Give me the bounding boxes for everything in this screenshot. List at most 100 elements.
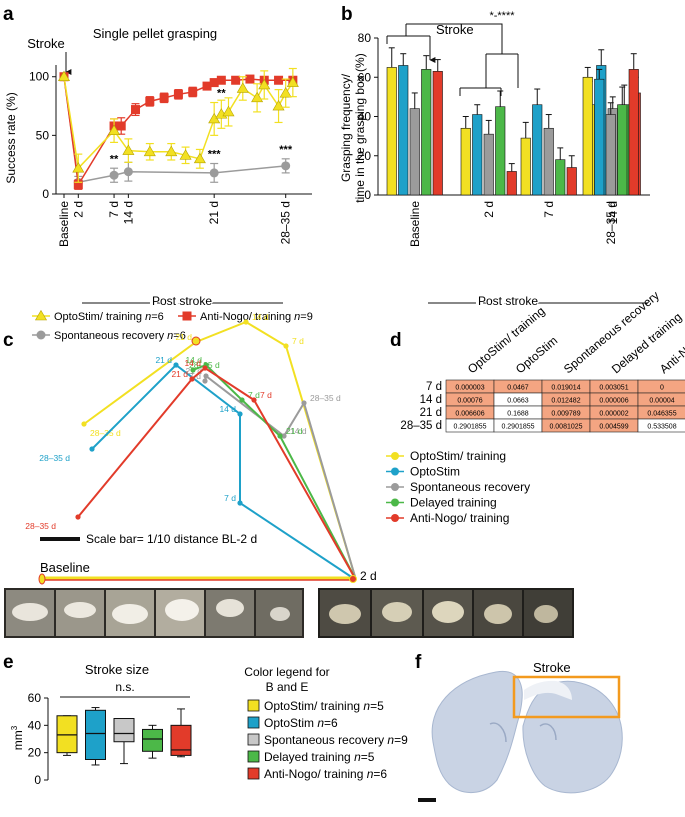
paw-shape bbox=[12, 603, 48, 621]
legend-name: Anti-Nogo/ training bbox=[264, 767, 367, 781]
legend-count: =5 bbox=[370, 699, 384, 713]
y-tick-label: 50 bbox=[36, 128, 50, 142]
panel-b-stroke-label: Stroke bbox=[436, 22, 474, 37]
data-point bbox=[281, 161, 291, 171]
legend-label: OptoStim/ training n=6 bbox=[54, 311, 164, 323]
data-point bbox=[36, 330, 46, 340]
legend-label: Spontaneous recovery bbox=[410, 480, 530, 494]
panel-f-stroke-label: Stroke bbox=[533, 660, 571, 675]
panel-a: a Single pellet grasping Stroke Success … bbox=[3, 4, 313, 342]
paw-shape bbox=[329, 604, 361, 624]
bar-Spontaneous recovery bbox=[409, 92, 420, 196]
bar-OptoStim bbox=[594, 68, 605, 196]
legend-label: OptoStim/ training n=5 bbox=[264, 699, 384, 713]
panel-c-frames-baseline bbox=[4, 588, 304, 638]
paw-shape bbox=[270, 607, 290, 621]
cell-value: 0.2901855 bbox=[453, 424, 486, 431]
box bbox=[56, 715, 78, 754]
legend-swatch bbox=[247, 699, 260, 712]
box-OptoStim/ training bbox=[56, 715, 78, 756]
legend-count: =6 bbox=[324, 716, 338, 730]
bar bbox=[472, 114, 483, 196]
box bbox=[170, 724, 192, 756]
legend-n: n bbox=[354, 750, 361, 764]
panel-b-sig-stars: *-**** bbox=[489, 10, 515, 22]
panel-a-axes: 0 50 100 Baseline 2 d 7 d 14 d 21 d 28–35 d bbox=[29, 65, 312, 247]
panel-c-scale-label: Scale bar= 1/10 distance BL-2 d bbox=[86, 532, 257, 546]
bar-Anti-Nogo/ training bbox=[628, 53, 639, 196]
panel-e-axes: 0 20 40 60 bbox=[28, 691, 49, 787]
legend-count: =9 bbox=[394, 733, 408, 747]
legend-marker bbox=[391, 483, 399, 491]
trajectory-label: 14 d bbox=[252, 312, 269, 322]
trajectory-point bbox=[251, 397, 257, 403]
data-point bbox=[188, 87, 198, 97]
trajectory-Delayed training: 21 d7 d14 d28–35 d bbox=[185, 355, 357, 581]
trajectory-point bbox=[239, 397, 245, 403]
legend-label: Delayed training bbox=[410, 496, 497, 510]
panel-e-letter: e bbox=[3, 652, 14, 673]
data-point bbox=[251, 91, 264, 103]
panel-b-significance: *-**** Stroke bbox=[386, 10, 519, 96]
y-tick-label: 100 bbox=[29, 70, 49, 84]
legend-count: =9 bbox=[300, 311, 313, 323]
bar-OptoStim/ training bbox=[520, 121, 531, 196]
y-tick-label: 0 bbox=[364, 188, 371, 202]
bar bbox=[582, 76, 593, 196]
panel-b-ylabel-2: time in the grasping box (%) bbox=[353, 53, 367, 202]
series-OptoStim/ training bbox=[57, 67, 299, 183]
panel-b-sig-bracket-left bbox=[386, 23, 503, 54]
cell-value: 0.0081025 bbox=[549, 424, 582, 431]
cell-value: 0.012482 bbox=[551, 398, 580, 405]
data-point bbox=[34, 309, 48, 321]
bar-OptoStim/ training bbox=[460, 116, 471, 196]
trajectory-label: 7 d bbox=[224, 493, 236, 503]
data-point bbox=[274, 75, 284, 85]
bar-OptoStim bbox=[532, 88, 543, 196]
panel-c-plot: 7 d14 d21 d28–35 d7 d14 d21 d28–35 d28–3… bbox=[25, 312, 357, 585]
bar-Delayed training bbox=[617, 86, 628, 196]
panel-e-legend-title-1: Color legend for bbox=[244, 665, 329, 679]
panel-a-letter: a bbox=[3, 4, 14, 25]
paw-shape bbox=[112, 604, 148, 624]
brain-right-hemisphere bbox=[522, 680, 623, 794]
y-tick-label: 0 bbox=[34, 773, 41, 787]
bar-Spontaneous recovery bbox=[483, 119, 494, 196]
trajectory-point bbox=[190, 367, 196, 373]
data-point bbox=[258, 78, 271, 90]
data-point bbox=[143, 145, 156, 157]
legend-label: Anti-Nogo/ training bbox=[410, 511, 509, 525]
data-point bbox=[131, 105, 141, 115]
trajectory-point bbox=[202, 378, 208, 384]
cell-value: 0.004599 bbox=[599, 424, 628, 431]
legend-n: n bbox=[294, 311, 300, 323]
y-tick-label: 20 bbox=[28, 746, 42, 760]
trajectory-label: 21 d bbox=[286, 426, 303, 436]
panel-c: c 7 d14 d21 d28–35 d7 d14 d21 d28–35 d28… bbox=[3, 312, 574, 638]
legend-label: Spontaneous recovery n=6 bbox=[54, 330, 186, 342]
cell-value: 0.00076 bbox=[457, 398, 482, 405]
data-point bbox=[216, 75, 226, 85]
trajectory-point bbox=[203, 373, 209, 379]
cell-value: 0.00004 bbox=[649, 398, 674, 405]
legend-n: n bbox=[387, 733, 394, 747]
panel-a-xlabel-bg: Post stroke bbox=[152, 290, 212, 304]
trajectory-label: 28–35 d bbox=[310, 393, 341, 403]
x-tick-label: 28–35 d bbox=[604, 201, 618, 244]
x-tick-label: 2 d bbox=[482, 201, 496, 218]
panel-b-sig-bracket-right bbox=[459, 53, 519, 96]
panel-b-plot bbox=[386, 47, 641, 196]
row-label: 14 d bbox=[420, 394, 442, 406]
bar bbox=[520, 137, 531, 196]
bar bbox=[566, 167, 577, 196]
row-label: 21 d bbox=[420, 407, 442, 419]
cell-value: 0.003051 bbox=[599, 385, 628, 392]
bar bbox=[483, 133, 494, 196]
x-tick-label: 14 d bbox=[121, 201, 135, 224]
bar-OptoStim bbox=[398, 53, 409, 196]
cell-value: 0.000002 bbox=[599, 411, 628, 418]
bar-Spontaneous recovery bbox=[543, 114, 554, 196]
row-label: 7 d bbox=[426, 381, 442, 393]
data-point bbox=[193, 152, 206, 164]
panel-e-legend-title-2: B and E bbox=[266, 680, 309, 694]
